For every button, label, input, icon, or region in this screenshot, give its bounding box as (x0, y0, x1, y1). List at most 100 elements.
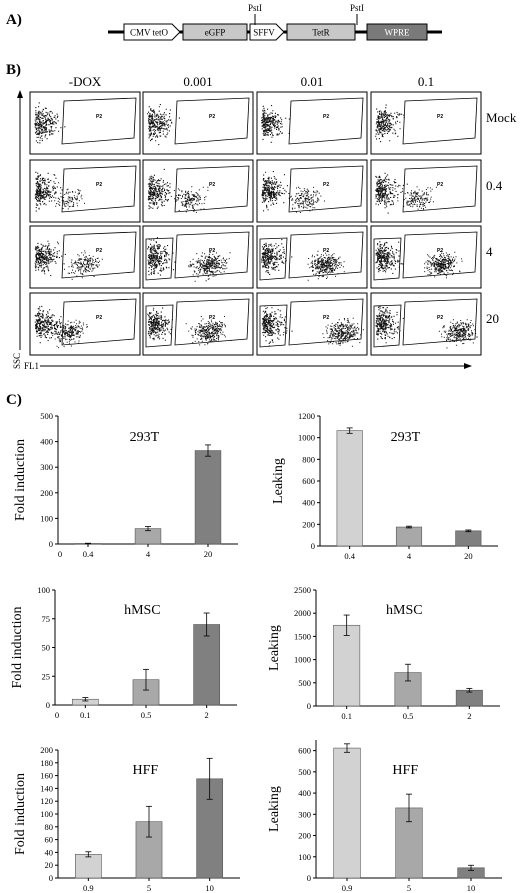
gate-p3 (145, 304, 174, 348)
y-tick-label: 1000 (294, 655, 311, 665)
y-tick-label: 300 (40, 462, 53, 472)
y-tick-label: 40 (45, 847, 54, 857)
bar-chart: 0 25 50 75 100 Fold induction hMSC 0.1 0.5 2 0 (10, 585, 237, 720)
y-tick-label: 50 (42, 643, 51, 653)
pst-left-label: PstI (248, 3, 262, 13)
y-tick-label: 1000 (298, 433, 315, 443)
flow-events (375, 104, 405, 143)
panel-a: A) CMV tetO eGFP SFFV TetR WPRE PstI PstI (6, 3, 442, 41)
fl1-axis-label: FL1 (24, 361, 39, 371)
y-tick-label: 25 (42, 671, 51, 681)
chart-title: HFF (392, 763, 418, 778)
x-tick-label: 20 (464, 551, 473, 561)
flow-row-label: 20 (486, 311, 499, 326)
y-tick-label: 160 (40, 771, 53, 781)
x-tick-label: 0.1 (80, 710, 91, 720)
y-tick-label: 500 (298, 678, 311, 688)
pst-right-label: PstI (350, 3, 364, 13)
flow-row-label: Mock (486, 110, 517, 125)
x-tick-label: 5 (407, 883, 411, 893)
gate-p3 (373, 237, 402, 281)
panel-c-label: C) (6, 392, 22, 408)
element-wpre (366, 23, 428, 41)
y-tick-label: 80 (45, 822, 54, 832)
gate-p2 (288, 165, 364, 213)
flow-column-label: -DOX (69, 74, 102, 89)
element-egfp (182, 23, 248, 41)
gate-p2-label: P2 (323, 315, 329, 321)
flow-plot: P2 (142, 159, 254, 223)
gate-p2 (174, 97, 250, 145)
gate-p2-label: P2 (96, 114, 102, 120)
element-label-egfp: eGFP (205, 28, 226, 38)
gate-p2 (402, 231, 478, 279)
flow-events (147, 237, 231, 282)
y-tick-label: 200 (298, 831, 311, 841)
element-label-tetr: TetR (312, 28, 329, 38)
flow-plot-frame (370, 91, 482, 155)
flow-plot: P2 (142, 91, 254, 155)
y-tick-label: 400 (40, 437, 53, 447)
gate-p2-label: P2 (209, 248, 215, 254)
gate-p2-label: P2 (96, 182, 102, 188)
y-axis-label: Fold induction (13, 439, 28, 521)
flow-plot-frame (256, 159, 368, 223)
y-tick-label: 1500 (294, 631, 311, 641)
bar-chart: 0 100 200 300 400 500 600 Leaking HFF 0.9 5 10 (267, 740, 502, 893)
bar-chart: 0 200 400 600 800 1000 1200 Leaking 293T 0.4 4 20 (271, 411, 498, 561)
flow-column-label: 0.1 (418, 74, 434, 89)
chart-title: 293T (130, 430, 160, 445)
y-tick-label: 200 (40, 745, 53, 755)
flow-plot-frame (29, 91, 141, 155)
flow-events (261, 171, 325, 213)
chart-title: hMSC (386, 603, 423, 618)
flow-plot-frame (256, 91, 368, 155)
y-tick-label: 2000 (294, 608, 311, 618)
flow-events (261, 239, 345, 281)
x-tick-label: 0.1 (341, 711, 352, 721)
y-axis-label: Fold induction (10, 606, 25, 688)
flow-plot-frame (370, 292, 482, 356)
y-tick-label: 100 (40, 513, 53, 523)
chart-title: 293T (391, 430, 421, 445)
x-tick-label: 20 (204, 549, 213, 559)
bar (336, 430, 363, 547)
flow-events (34, 305, 88, 349)
x-origin-label: 0 (55, 710, 59, 720)
flow-plot: P2 (256, 91, 368, 155)
flow-plot: P2 (29, 91, 141, 155)
pst-right-site: PstI (350, 3, 364, 25)
gate-p2 (402, 165, 478, 213)
y-tick-label: 100 (298, 852, 311, 862)
y-axis-label: Leaking (271, 458, 286, 504)
bar-chart: 0 20 40 60 80 100 120 140 160 180 200 Fold inductio… (13, 745, 240, 893)
panel-b: B) -DOX 0.001 0.01 0.1 Mock 0.4 4 20 P2 P2 P2 P2 P… (6, 62, 517, 371)
flow-events (34, 171, 85, 212)
x-tick-label: 2 (205, 710, 209, 720)
flow-events (375, 306, 478, 349)
gate-p2-label: P2 (437, 315, 443, 321)
gate-p2-label: P2 (209, 315, 215, 321)
flow-plot-frame (370, 159, 482, 223)
y-tick-label: 20 (45, 860, 54, 870)
flow-plot-frame (370, 225, 482, 289)
flow-row-label: 0.4 (486, 178, 503, 193)
bar (333, 747, 361, 879)
y-tick-label: 120 (40, 796, 53, 806)
flow-events (261, 105, 290, 143)
ssc-axis-label: SSC (12, 353, 22, 369)
y-tick-label: 140 (40, 783, 53, 793)
gate-p3 (145, 237, 174, 281)
flow-events (147, 104, 180, 146)
gate-p2-label: P2 (209, 114, 215, 120)
y-axis-label: Leaking (267, 786, 282, 832)
y-tick-label: 500 (40, 411, 53, 421)
gate-p2-label: P2 (323, 114, 329, 120)
y-tick-label: 200 (40, 488, 53, 498)
x-tick-label: 10 (467, 883, 476, 893)
